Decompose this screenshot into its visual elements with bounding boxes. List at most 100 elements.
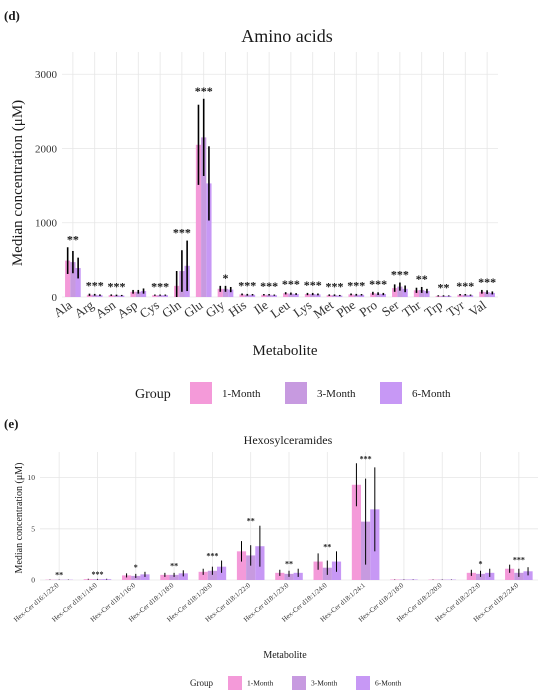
- legend-amino-acids: Group 1-Month 3-Month 6-Month: [135, 382, 451, 404]
- hexcer-bar: [121, 575, 132, 580]
- amino-significance-label: ***: [304, 278, 322, 292]
- hexcer-legend-title: Group: [190, 678, 213, 688]
- amino-legend-swatch: [190, 382, 212, 404]
- panel-label-d: (d): [4, 8, 20, 23]
- amino-x-tick-label: Thr: [399, 297, 424, 320]
- amino-x-tick-label: Val: [466, 297, 489, 319]
- amino-bar: [140, 291, 147, 297]
- hexcer-bar: [313, 561, 323, 580]
- amino-bar: [304, 294, 311, 297]
- hexcer-bar: [198, 571, 208, 580]
- hexcer-significance-label: ***: [513, 556, 525, 565]
- amino-bar: [157, 295, 163, 297]
- hexcer-y-tick-label: 10: [28, 473, 36, 482]
- amino-bar: [293, 294, 299, 297]
- amino-bar: [195, 144, 202, 297]
- hexcer-significance-label: *: [134, 563, 138, 572]
- amino-y-tick-label: 3000: [35, 69, 58, 81]
- hexcer-significance-label: **: [285, 560, 293, 569]
- hexcer-significance-label: ***: [360, 454, 372, 463]
- amino-bar: [92, 294, 98, 297]
- hexcer-significance-label: **: [55, 570, 63, 579]
- hexcer-significance-label: **: [170, 561, 178, 570]
- amino-bar: [337, 295, 343, 297]
- amino-bar: [370, 293, 376, 297]
- amino-bar: [310, 294, 316, 297]
- amino-significance-label: ***: [173, 226, 191, 240]
- x-axis-label-hexosylceramides: Metabolite: [263, 650, 307, 661]
- amino-significance-label: *: [223, 271, 229, 285]
- amino-bar: [457, 294, 463, 297]
- amino-legend-title: Group: [135, 387, 171, 402]
- amino-bar: [130, 291, 136, 297]
- amino-significance-label: ***: [151, 280, 169, 294]
- hexcer-bar: [178, 573, 188, 580]
- hexcer-bar: [246, 555, 256, 580]
- amino-y-tick-label: 1000: [35, 218, 58, 230]
- amino-significance-label: ***: [478, 275, 496, 289]
- hexcer-bar: [351, 484, 362, 580]
- amino-bar: [261, 294, 267, 297]
- amino-significance-label: ***: [282, 277, 300, 291]
- amino-bar: [217, 288, 223, 297]
- amino-bar: [479, 291, 485, 297]
- amino-bar: [70, 262, 76, 297]
- amino-x-tick-label: Pro: [356, 297, 379, 320]
- amino-x-tick-label: Phe: [333, 297, 358, 321]
- amino-bar: [249, 294, 256, 297]
- hexcer-legend-swatch: [356, 676, 370, 690]
- amino-x-tick-label: Trp: [422, 297, 446, 320]
- amino-bar: [266, 294, 272, 297]
- y-axis-label-hexosylceramides: Median concentration (μM): [14, 463, 25, 574]
- amino-x-tick-label: Leu: [267, 297, 293, 321]
- amino-significance-label: **: [67, 232, 79, 246]
- amino-significance-label: ***: [238, 279, 256, 293]
- amino-bar: [97, 295, 103, 297]
- hexcer-legend-label: 6-Month: [375, 679, 402, 688]
- panel-label-e: (e): [4, 416, 18, 431]
- y-axis-label-amino-acids: Median concentration (μM): [10, 100, 26, 266]
- amino-bar: [397, 286, 403, 297]
- amino-bar: [75, 268, 81, 297]
- amino-bar: [135, 291, 141, 297]
- amino-bar: [113, 295, 120, 297]
- amino-x-tick-label: His: [226, 297, 249, 320]
- hexcer-bar: [399, 579, 409, 580]
- hexcer-significance-label: ***: [206, 552, 218, 561]
- legend-hexosylceramides: Group 1-Month 3-Month 6-Month: [190, 676, 402, 690]
- amino-bar: [315, 294, 321, 297]
- hexcer-bar: [390, 579, 400, 580]
- hexcer-significance-label: **: [323, 542, 331, 551]
- amino-bar: [489, 292, 495, 297]
- hexcer-legend-label: 3-Month: [311, 679, 338, 688]
- amino-y-tick-label: 2000: [35, 143, 58, 155]
- amino-bar: [108, 295, 114, 297]
- amino-significance-label: ***: [456, 279, 474, 293]
- amino-significance-label: ***: [391, 268, 409, 282]
- amino-legend-label: 1-Month: [222, 388, 261, 400]
- amino-bar: [206, 183, 212, 297]
- amino-significance-label: ***: [347, 279, 365, 293]
- amino-significance-label: **: [438, 280, 450, 294]
- hexcer-bar: [216, 566, 227, 580]
- hexcer-legend-swatch: [292, 676, 306, 690]
- amino-bar: [402, 288, 408, 297]
- amino-significance-label: **: [416, 272, 428, 286]
- amino-significance-label: ***: [108, 279, 126, 293]
- amino-bar: [446, 295, 452, 297]
- hexcer-bar: [505, 568, 515, 580]
- hexcer-bar: [408, 579, 418, 580]
- amino-x-tick-label: Gly: [203, 297, 228, 321]
- amino-bar: [358, 294, 365, 297]
- amino-bar: [348, 294, 354, 297]
- hexcer-significance-label: ***: [91, 570, 103, 579]
- hexcer-bar: [236, 551, 247, 580]
- amino-bar: [244, 294, 250, 297]
- amino-bar: [467, 295, 474, 297]
- hexcer-bar: [207, 570, 217, 580]
- hexcer-bar: [169, 574, 179, 580]
- amino-bar: [375, 293, 381, 297]
- amino-significance-label: ***: [326, 279, 344, 293]
